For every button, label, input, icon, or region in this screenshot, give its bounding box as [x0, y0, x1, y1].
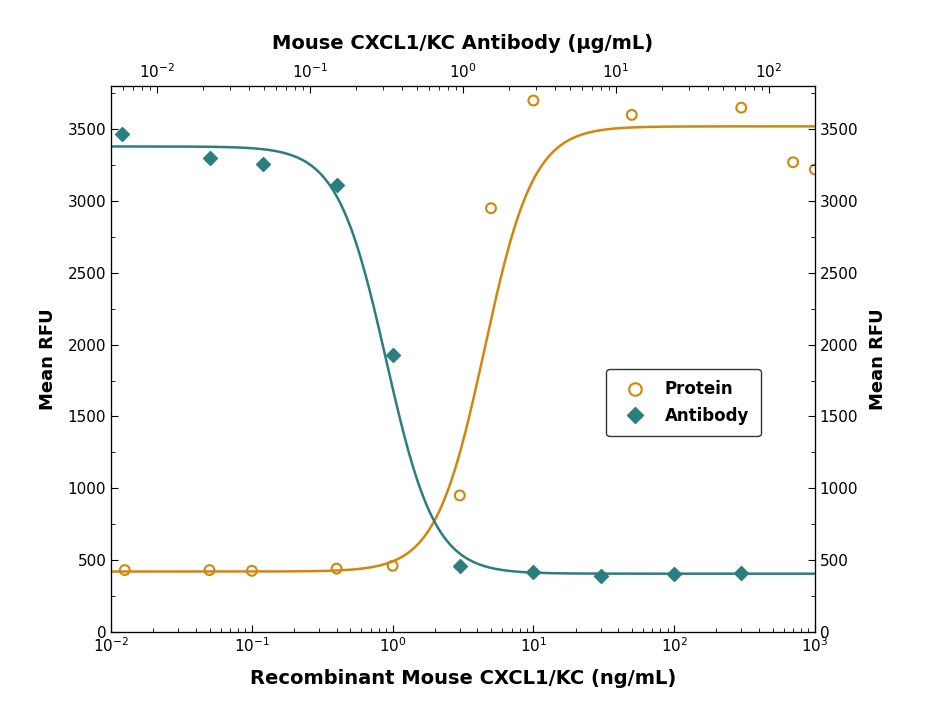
Point: [202, 564, 217, 576]
Point: [453, 490, 468, 501]
Point: [667, 569, 682, 580]
X-axis label: Recombinant Mouse CXCL1/KC (ng/mL): Recombinant Mouse CXCL1/KC (ng/mL): [250, 669, 676, 689]
Point: [453, 560, 468, 572]
Point: [624, 109, 639, 121]
Point: [330, 563, 344, 574]
Point: [734, 567, 749, 579]
Point: [807, 164, 822, 175]
Y-axis label: Mean RFU: Mean RFU: [870, 308, 887, 410]
Point: [526, 95, 541, 106]
Point: [526, 567, 541, 578]
Y-axis label: Mean RFU: Mean RFU: [39, 308, 56, 410]
Legend: Protein, Antibody: Protein, Antibody: [607, 369, 761, 437]
Point: [785, 157, 800, 168]
Point: [118, 564, 132, 576]
Point: [202, 152, 217, 164]
Point: [385, 560, 400, 572]
Point: [115, 128, 130, 139]
Point: [734, 102, 749, 113]
Point: [385, 349, 400, 360]
Point: [483, 202, 498, 214]
Point: [594, 570, 608, 582]
X-axis label: Mouse CXCL1/KC Antibody (μg/mL): Mouse CXCL1/KC Antibody (μg/mL): [272, 34, 654, 52]
Point: [330, 180, 344, 191]
Point: [244, 565, 259, 577]
Point: [256, 158, 270, 169]
